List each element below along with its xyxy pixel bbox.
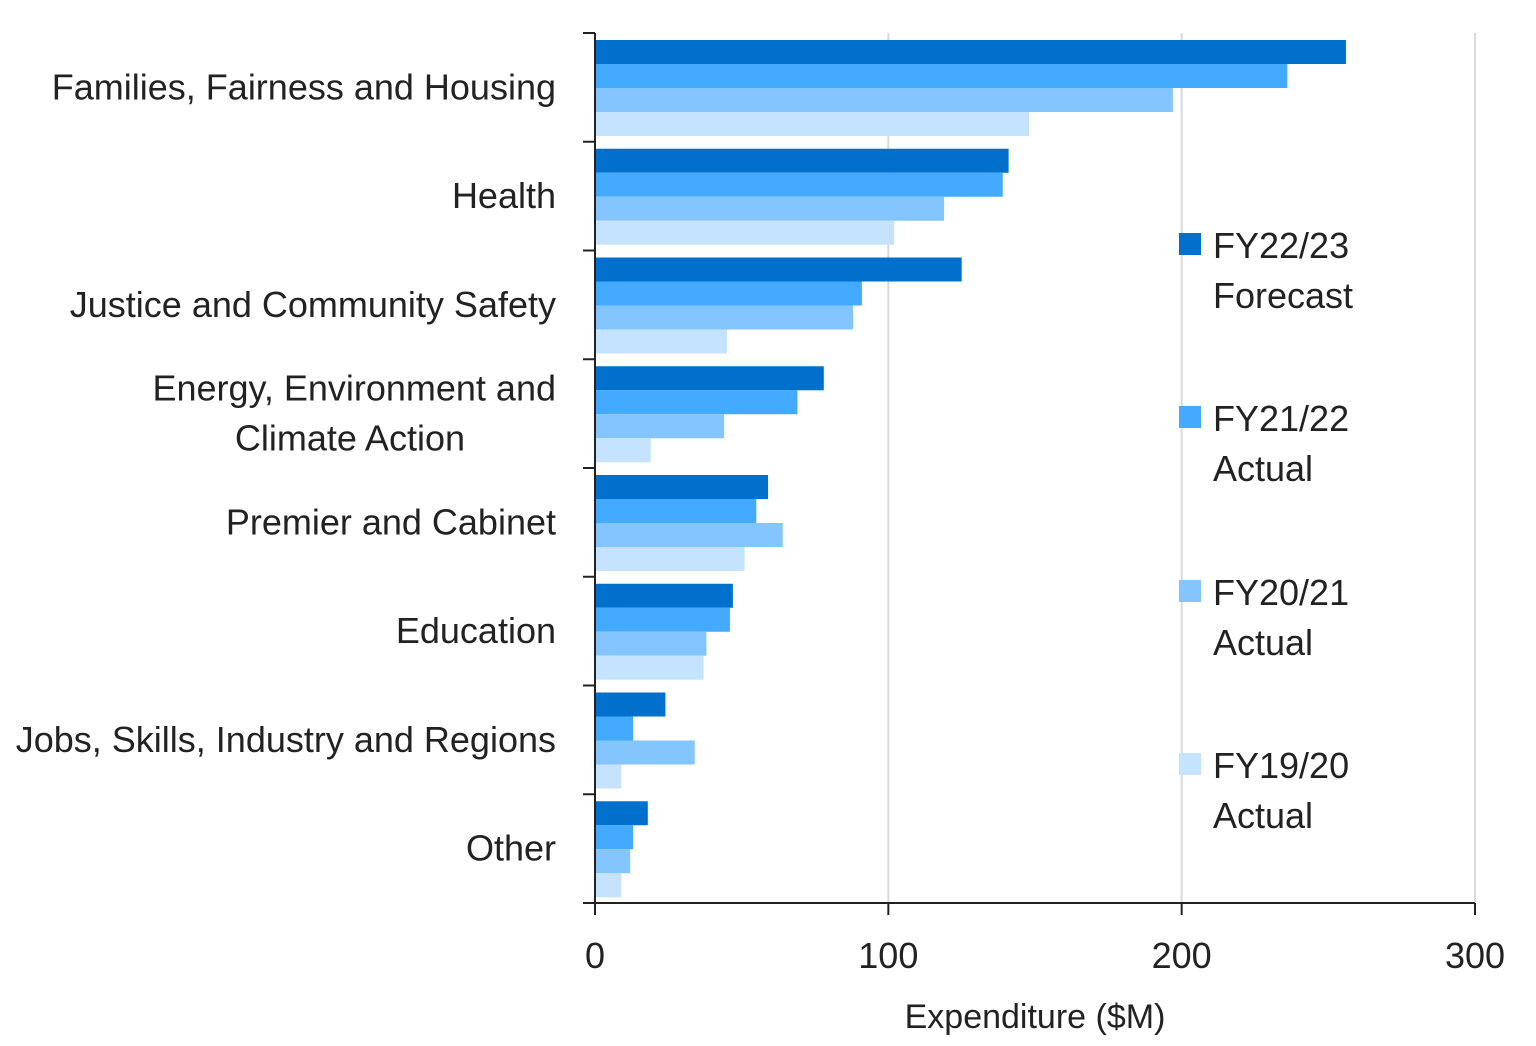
legend-label-3: FY19/20 Actual bbox=[1213, 745, 1349, 836]
axes bbox=[583, 32, 1476, 915]
legend-swatch-0 bbox=[1179, 233, 1201, 255]
bar-5-3 bbox=[595, 655, 704, 680]
bar-6-2 bbox=[595, 740, 695, 765]
legend-label-1: FY21/22 Actual bbox=[1213, 398, 1349, 489]
x-tick-label-3: 300 bbox=[1445, 935, 1505, 976]
x-tick-label-0: 0 bbox=[585, 935, 605, 976]
bar-3-2 bbox=[595, 414, 725, 439]
bar-6-3 bbox=[595, 764, 622, 789]
bar-3-3 bbox=[595, 438, 651, 463]
category-label-6: Jobs, Skills, Industry and Regions bbox=[16, 719, 556, 760]
category-label-7: Other bbox=[466, 828, 556, 869]
bar-7-0 bbox=[595, 801, 648, 826]
category-label-2: Justice and Community Safety bbox=[70, 284, 556, 325]
bar-7-1 bbox=[595, 825, 634, 850]
x-tick-labels: 0 100 200 300 bbox=[585, 935, 1505, 976]
category-label-4: Premier and Cabinet bbox=[226, 501, 556, 542]
bar-0-2 bbox=[595, 88, 1173, 112]
legend: FY22/23 Forecast FY21/22 Actual FY20/21 Actua… bbox=[1179, 225, 1353, 836]
bar-7-2 bbox=[595, 849, 631, 874]
bar-7-3 bbox=[595, 873, 622, 898]
bar-4-1 bbox=[595, 499, 757, 523]
category-label-1: Health bbox=[452, 175, 556, 216]
bar-0-1 bbox=[595, 64, 1288, 88]
x-tick-label-2: 200 bbox=[1152, 935, 1212, 976]
bar-2-2 bbox=[595, 305, 854, 330]
x-tick-label-1: 100 bbox=[858, 935, 918, 976]
legend-label-0: FY22/23 Forecast bbox=[1213, 225, 1353, 316]
bars bbox=[595, 40, 1346, 898]
legend-label-2: FY20/21 Actual bbox=[1213, 572, 1349, 663]
bar-0-3 bbox=[595, 112, 1030, 136]
bar-2-1 bbox=[595, 281, 862, 306]
bar-1-3 bbox=[595, 220, 895, 245]
category-label-3: Energy, Environment and Climate Action bbox=[152, 368, 556, 459]
category-label-5: Education bbox=[396, 610, 556, 651]
bar-2-0 bbox=[595, 257, 962, 282]
bar-4-0 bbox=[595, 475, 769, 499]
bar-6-0 bbox=[595, 692, 666, 717]
bar-6-1 bbox=[595, 716, 634, 741]
category-label-0: Families, Fairness and Housing bbox=[52, 66, 556, 107]
bar-5-2 bbox=[595, 631, 707, 656]
bar-5-0 bbox=[595, 583, 733, 608]
legend-swatch-2 bbox=[1179, 580, 1201, 602]
bar-3-0 bbox=[595, 366, 824, 391]
bar-5-1 bbox=[595, 607, 730, 632]
bar-2-3 bbox=[595, 329, 727, 354]
bar-4-2 bbox=[595, 523, 783, 547]
legend-swatch-3 bbox=[1179, 753, 1201, 775]
category-labels: Families, Fairness and Housing Health Just… bbox=[16, 66, 556, 868]
bar-3-1 bbox=[595, 390, 798, 415]
x-axis-title: Expenditure ($M) bbox=[905, 998, 1166, 1036]
legend-swatch-1 bbox=[1179, 406, 1201, 428]
bar-0-0 bbox=[595, 40, 1346, 64]
bar-1-0 bbox=[595, 148, 1009, 173]
bar-4-3 bbox=[595, 547, 745, 571]
bar-1-1 bbox=[595, 172, 1003, 197]
bar-1-2 bbox=[595, 196, 945, 221]
